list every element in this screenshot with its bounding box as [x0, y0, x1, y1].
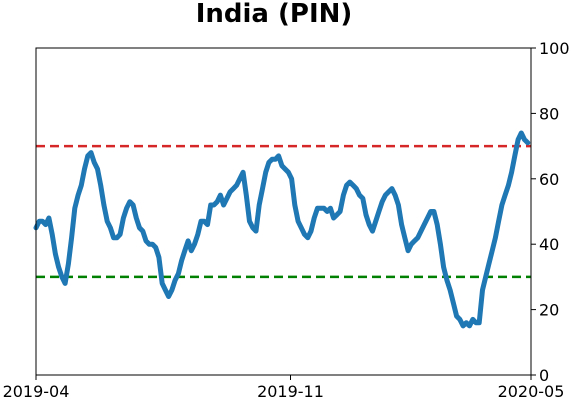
y-tick-label: 100	[539, 39, 570, 58]
plot-area: 0 20 40 60 80 100 2019-04 2019-11 2020-05	[3, 39, 570, 401]
axes-frame	[35, 47, 532, 376]
y-tick-label: 80	[539, 104, 559, 123]
x-tick-label: 2019-11	[257, 382, 324, 401]
series-line	[33, 130, 531, 329]
chart-title: India (PIN)	[196, 0, 353, 29]
y-tick-label: 20	[539, 301, 559, 320]
y-tick-label: 40	[539, 235, 559, 254]
x-tick-label: 2020-05	[498, 382, 565, 401]
y-tick-label: 0	[539, 366, 549, 385]
y-tick-label: 60	[539, 170, 559, 189]
x-tick-label: 2019-04	[3, 382, 70, 401]
